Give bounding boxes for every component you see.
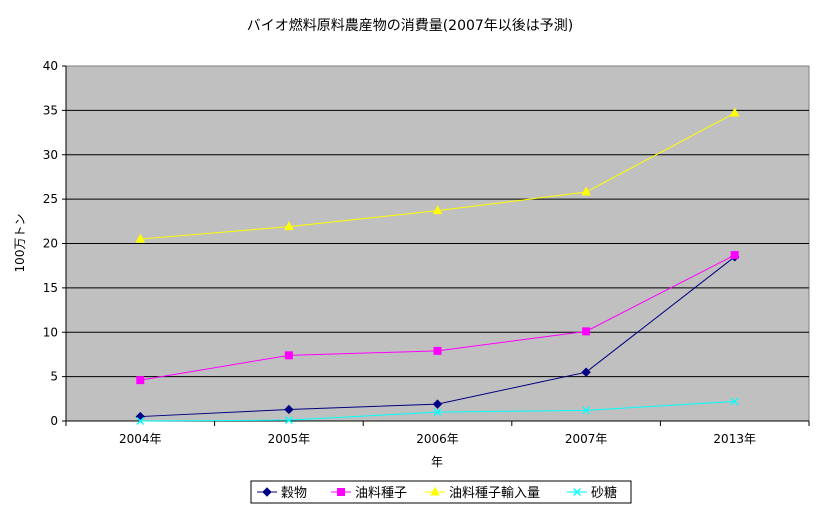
data-point — [573, 488, 581, 496]
data-point — [262, 487, 272, 497]
data-point — [581, 186, 591, 196]
series-1 — [136, 251, 739, 385]
y-axis-ticks: 0 5 10 15 20 25 30 35 40 — [43, 59, 67, 428]
y-tick-label: 30 — [43, 148, 58, 162]
y-tick-label: 35 — [43, 103, 58, 117]
data-point — [430, 486, 440, 496]
legend: 穀物 油料種子 油料種子輸入量 砂糖 — [250, 480, 632, 504]
data-point — [284, 351, 293, 360]
legend-item: 穀物 — [257, 486, 307, 501]
x-axis-label: 年 — [431, 455, 443, 469]
y-tick-label: 10 — [43, 325, 58, 339]
y-tick-label: 0 — [50, 414, 58, 428]
data-point — [284, 221, 294, 231]
series-2 — [135, 107, 740, 243]
chart-title: バイオ燃料原料農産物の消費量(2007年以後は予測) — [247, 17, 574, 34]
y-tick-label: 25 — [43, 192, 58, 206]
legend-label: 砂糖 — [591, 485, 617, 501]
data-point — [433, 408, 442, 417]
y-tick-label: 5 — [50, 370, 58, 384]
y-tick-label: 40 — [43, 59, 58, 73]
data-point — [136, 376, 145, 385]
x-tick-label: 2005年 — [268, 432, 311, 446]
data-point — [582, 327, 591, 336]
x-tick-label: 2004年 — [119, 432, 162, 446]
grid-lines — [66, 109, 809, 378]
x-tick-label: 2006年 — [416, 432, 459, 446]
y-tick-label: 15 — [43, 281, 58, 295]
y-axis-label: 100万トン — [13, 214, 27, 273]
data-point — [730, 397, 739, 406]
legend-label: 油料種子輸入量 — [449, 485, 540, 501]
y-tick-label: 20 — [43, 237, 58, 251]
legend-item: 油料種子輸入量 — [425, 485, 540, 501]
data-point — [581, 367, 591, 377]
x-tick-label: 2007年 — [565, 432, 608, 446]
legend-label: 油料種子 — [355, 485, 407, 501]
legend-item: 油料種子 — [331, 485, 407, 501]
series-3 — [136, 397, 739, 425]
data-point — [284, 416, 293, 425]
data-point — [136, 417, 145, 425]
data-point — [730, 251, 739, 260]
data-point — [582, 406, 591, 415]
data-point — [432, 399, 443, 409]
series-group — [135, 107, 740, 425]
data-point — [432, 205, 443, 215]
legend-item: 砂糖 — [567, 485, 617, 501]
legend-label: 穀物 — [281, 486, 307, 501]
x-tick-label: 2013年 — [713, 432, 756, 446]
data-point — [729, 107, 740, 117]
x-axis-ticks: 2004年 2005年 2006年 2007年 2013年 — [65, 420, 810, 446]
data-point — [284, 404, 294, 415]
data-point — [135, 233, 146, 243]
data-point — [433, 346, 442, 355]
data-point — [337, 488, 345, 496]
